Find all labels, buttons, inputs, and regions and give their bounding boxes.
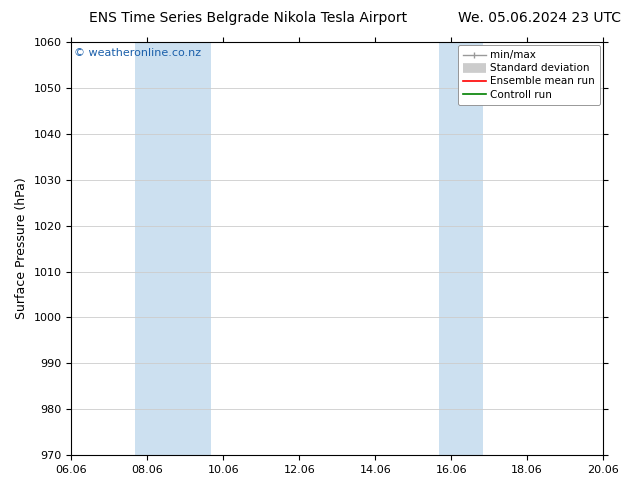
Bar (439, 42, 482, 455)
Y-axis label: Surface Pressure (hPa): Surface Pressure (hPa) (15, 178, 28, 319)
Text: We. 05.06.2024 23 UTC: We. 05.06.2024 23 UTC (458, 11, 621, 25)
Legend: min/max, Standard deviation, Ensemble mean run, Controll run: min/max, Standard deviation, Ensemble me… (458, 45, 600, 105)
Text: ENS Time Series Belgrade Nikola Tesla Airport: ENS Time Series Belgrade Nikola Tesla Ai… (89, 11, 407, 25)
Bar (135, 42, 210, 455)
Text: © weatheronline.co.nz: © weatheronline.co.nz (74, 48, 201, 58)
